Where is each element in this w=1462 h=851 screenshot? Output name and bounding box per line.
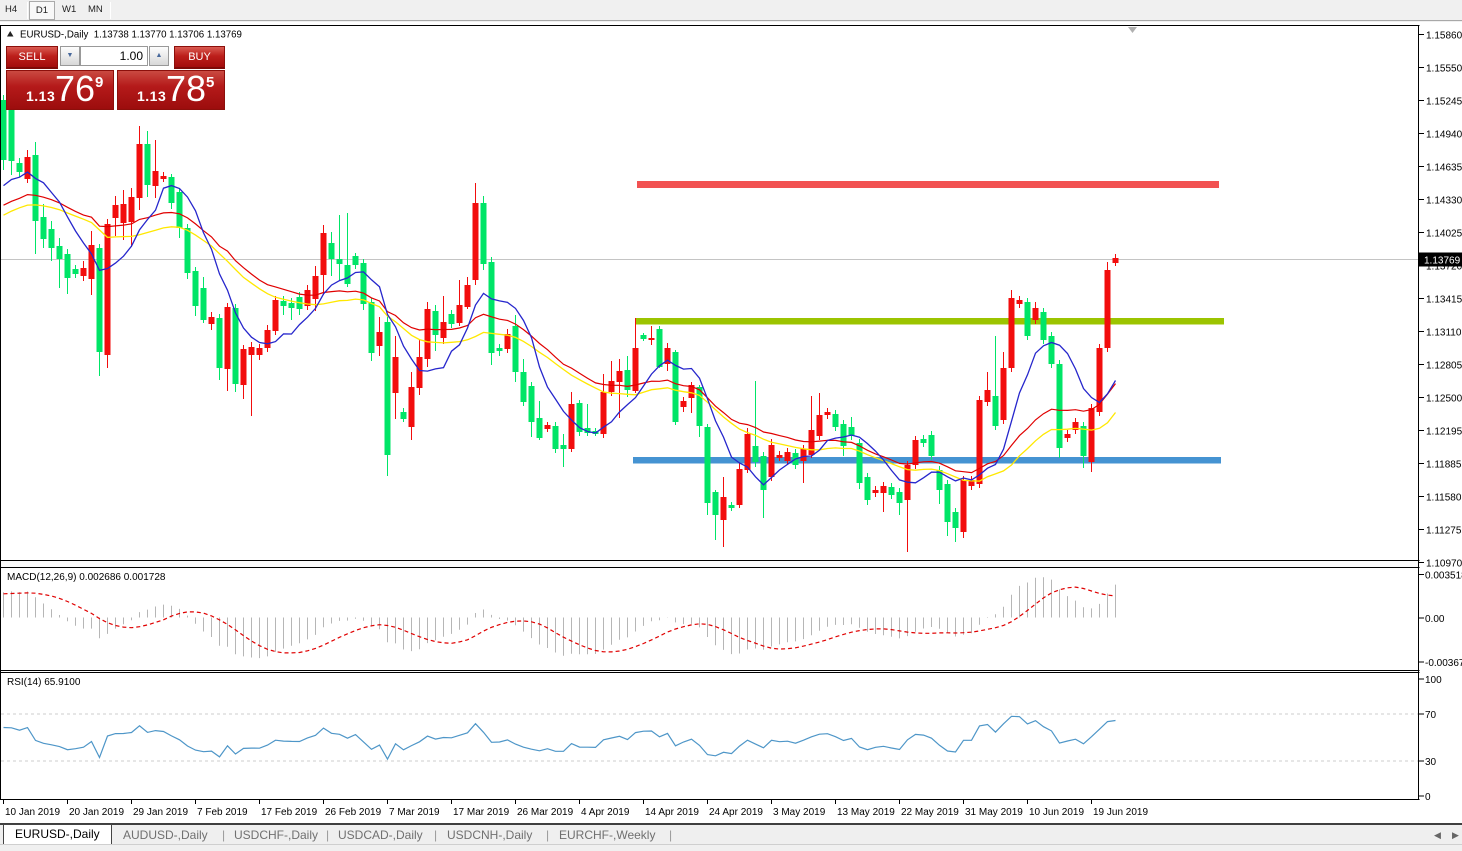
svg-text:1.14940: 1.14940 [1426, 129, 1462, 140]
svg-text:1.11275: 1.11275 [1426, 525, 1462, 536]
svg-text:1.13769: 1.13769 [1424, 255, 1461, 266]
svg-text:1.11885: 1.11885 [1426, 459, 1462, 470]
svg-text:0: 0 [1425, 792, 1431, 803]
svg-text:1.15245: 1.15245 [1426, 96, 1462, 107]
svg-text:1.15860: 1.15860 [1426, 30, 1462, 41]
svg-text:1.14635: 1.14635 [1426, 162, 1462, 173]
svg-text:1.13110: 1.13110 [1426, 327, 1462, 338]
svg-text:1.10970: 1.10970 [1426, 558, 1462, 569]
svg-text:3 May 2019: 3 May 2019 [773, 807, 826, 818]
svg-text:19 Jun 2019: 19 Jun 2019 [1093, 807, 1148, 818]
svg-text:26 Feb 2019: 26 Feb 2019 [325, 807, 382, 818]
svg-text:1.14025: 1.14025 [1426, 228, 1462, 239]
svg-text:EURUSD-,Daily 1.13738 1.13770: EURUSD-,Daily 1.13738 1.13770 1.13706 1.… [20, 30, 242, 41]
svg-text:22 May 2019: 22 May 2019 [901, 807, 959, 818]
svg-text:26 Mar 2019: 26 Mar 2019 [517, 807, 574, 818]
svg-text:1.13720: 1.13720 [1426, 261, 1462, 272]
svg-text:24 Apr 2019: 24 Apr 2019 [709, 807, 763, 818]
svg-text:13 May 2019: 13 May 2019 [837, 807, 895, 818]
svg-text:1.13415: 1.13415 [1426, 294, 1462, 305]
svg-text:20 Jan 2019: 20 Jan 2019 [69, 807, 124, 818]
svg-text:1.12195: 1.12195 [1426, 426, 1462, 437]
svg-text:17 Mar 2019: 17 Mar 2019 [453, 807, 510, 818]
svg-text:RSI(14) 65.9100: RSI(14) 65.9100 [7, 677, 81, 688]
svg-text:1.12805: 1.12805 [1426, 360, 1462, 371]
svg-text:31 May 2019: 31 May 2019 [965, 807, 1023, 818]
svg-text:1.15550: 1.15550 [1426, 63, 1462, 74]
svg-text:70: 70 [1425, 710, 1437, 721]
svg-text:1.11580: 1.11580 [1426, 492, 1462, 503]
svg-text:0.00: 0.00 [1425, 614, 1445, 625]
svg-text:10 Jan 2019: 10 Jan 2019 [5, 807, 60, 818]
svg-text:7 Feb 2019: 7 Feb 2019 [197, 807, 248, 818]
svg-text:-0.00367: -0.00367 [1425, 658, 1462, 669]
svg-text:14 Apr 2019: 14 Apr 2019 [645, 807, 699, 818]
svg-text:1.14330: 1.14330 [1426, 195, 1462, 206]
svg-text:4 Apr 2019: 4 Apr 2019 [581, 807, 630, 818]
svg-text:MACD(12,26,9) 0.002686 0.00172: MACD(12,26,9) 0.002686 0.001728 [7, 572, 166, 583]
svg-text:30: 30 [1425, 757, 1437, 768]
svg-text:17 Feb 2019: 17 Feb 2019 [261, 807, 318, 818]
svg-text:10 Jun 2019: 10 Jun 2019 [1029, 807, 1084, 818]
svg-text:29 Jan 2019: 29 Jan 2019 [133, 807, 188, 818]
svg-text:100: 100 [1425, 675, 1442, 686]
svg-text:7 Mar 2019: 7 Mar 2019 [389, 807, 440, 818]
svg-text:0.003518: 0.003518 [1425, 570, 1462, 581]
svg-text:1.12500: 1.12500 [1426, 393, 1462, 404]
